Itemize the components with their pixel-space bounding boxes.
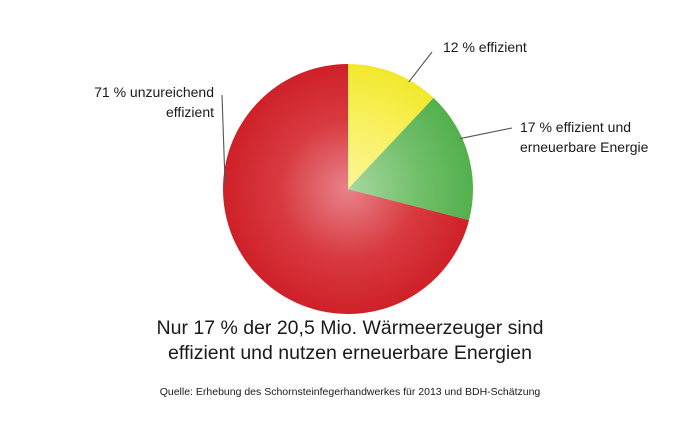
chart-caption: Nur 17 % der 20,5 Mio. Wärmeerzeuger sin…	[0, 316, 700, 366]
leader-line-erneuerbar	[460, 127, 513, 140]
slice-label-line: effizient	[166, 104, 214, 120]
pie-slice-unzureichend	[223, 64, 470, 314]
pie-slice-erneuerbar	[348, 97, 474, 221]
slice-label-line: 71 % unzureichend	[94, 84, 214, 100]
leader-line-effizient	[408, 51, 433, 83]
pie-slice-effizient	[348, 64, 434, 189]
slice-label-line: erneuerbare Energie	[520, 139, 649, 155]
caption-line: Nur 17 % der 20,5 Mio. Wärmeerzeuger sin…	[156, 317, 544, 339]
slice-label-line: 17 % effizient und	[520, 119, 632, 135]
slice-label-erneuerbar: 17 % effizient und erneuerbare Energie	[520, 117, 648, 157]
source-note: Quelle: Erhebung des Schornsteinfegerhan…	[159, 386, 541, 398]
slice-label-line: 12 % effizient	[443, 39, 527, 55]
slice-label-effizient: 12 % effizient	[443, 37, 527, 57]
slice-label-unzureichend: 71 % unzureichend effizient	[88, 82, 214, 122]
leader-line-unzureichend	[221, 94, 226, 185]
caption-line: effizient und nutzen erneuerbare Energie…	[168, 342, 532, 364]
